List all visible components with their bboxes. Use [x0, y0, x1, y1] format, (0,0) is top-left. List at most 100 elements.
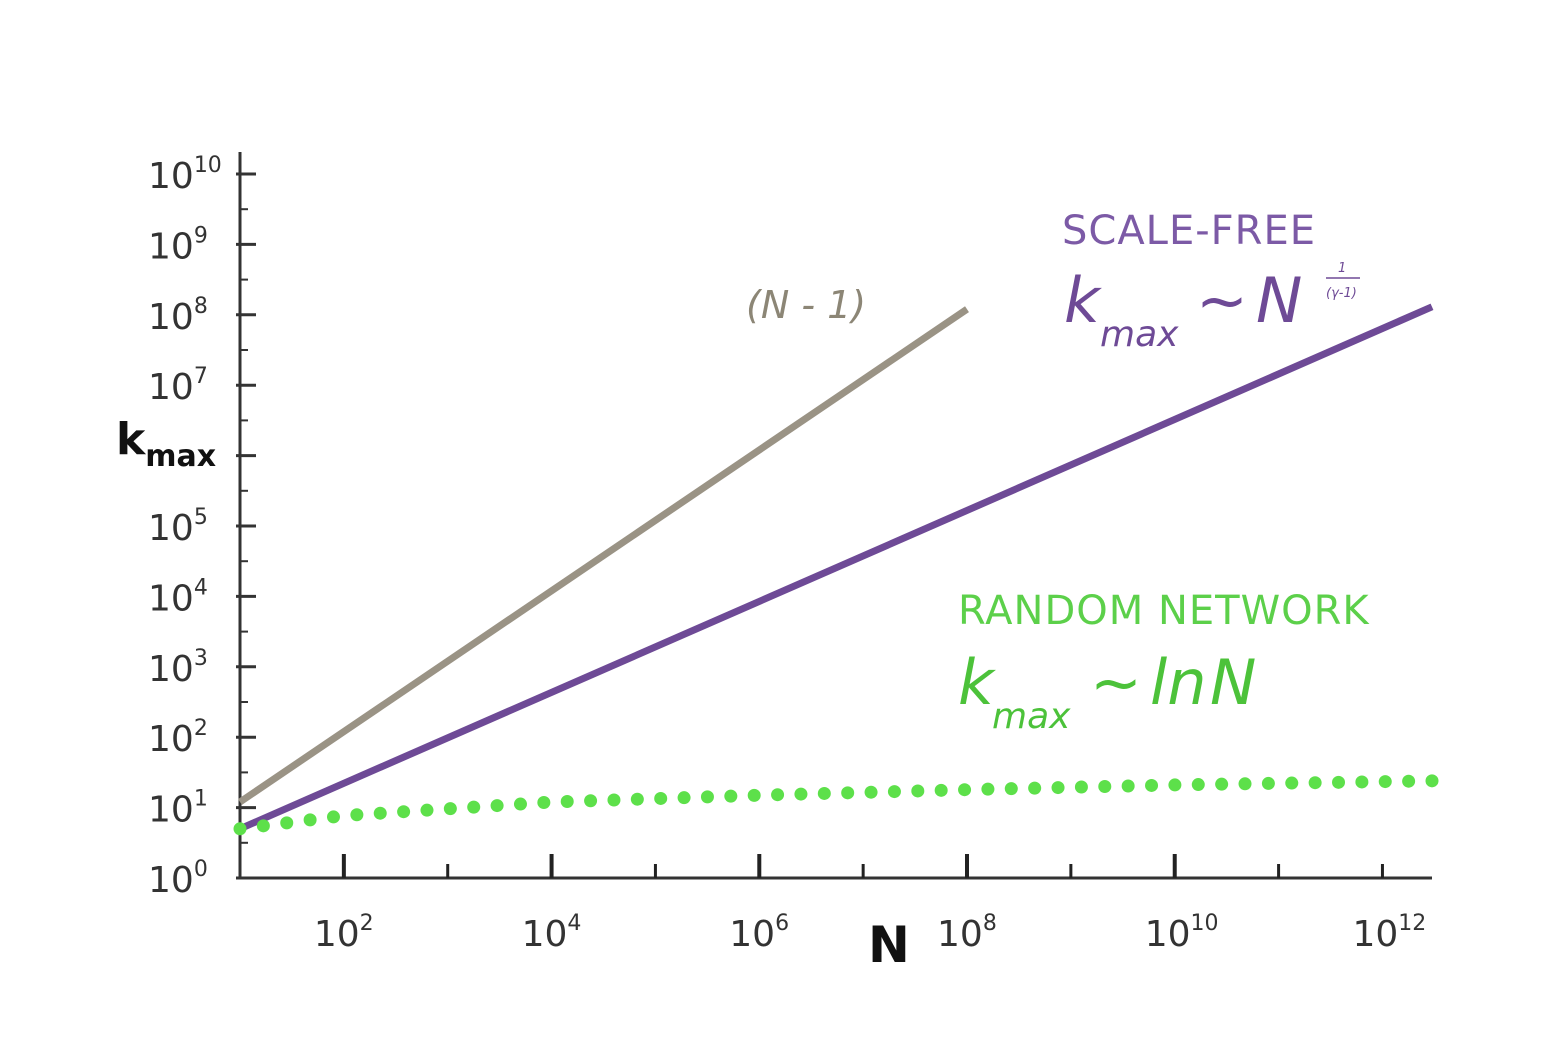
random-network-point — [934, 783, 948, 797]
y-tick-exp: 10 — [194, 153, 222, 178]
x-tick-exp: 8 — [983, 911, 997, 936]
x-tick-label: 1010 — [1145, 911, 1219, 955]
y-tick-exp: 1 — [194, 787, 208, 812]
random-network-formula: k max ~ ln N — [958, 646, 1256, 737]
x-tick-exp: 12 — [1398, 911, 1426, 936]
random-network-point — [1215, 777, 1229, 791]
y-tick-base: 10 — [148, 226, 194, 267]
scale-free-sub: max — [1100, 314, 1179, 355]
y-axis-title-k: k — [116, 414, 147, 465]
x-tick-label: 102 — [314, 911, 374, 955]
y-tick-base: 10 — [148, 719, 194, 760]
random-network-point — [747, 788, 761, 802]
random-network-point — [1355, 775, 1369, 789]
random-k: k — [958, 646, 996, 719]
random-network-point — [373, 806, 387, 820]
random-tilde: ~ — [1090, 646, 1142, 719]
y-tick-exp: 7 — [194, 364, 208, 389]
random-n: N — [1210, 646, 1256, 719]
random-network-point — [1402, 774, 1416, 788]
y-tick-label: 109 — [148, 223, 208, 267]
y-tick-label: 103 — [148, 646, 208, 690]
random-ln: ln — [1150, 646, 1207, 719]
y-tick-base: 10 — [148, 578, 194, 619]
random-network-point — [303, 813, 317, 827]
random-network-point — [350, 808, 364, 822]
random-network-point — [467, 800, 481, 814]
y-tick-label: 104 — [148, 575, 208, 619]
y-tick-base: 10 — [148, 860, 194, 901]
y-tick-base: 10 — [148, 508, 194, 549]
scale-free-tilde: ~ — [1196, 264, 1248, 337]
y-tick-base: 10 — [148, 156, 194, 197]
random-network-point — [981, 782, 995, 796]
random-network-point — [794, 787, 808, 801]
random-network-point — [1121, 779, 1135, 793]
x-tick-base: 10 — [522, 914, 568, 955]
x-tick-base: 10 — [729, 914, 775, 955]
y-tick-base: 10 — [148, 297, 194, 338]
random-network-point — [1051, 781, 1065, 795]
y-tick-label: 108 — [148, 294, 208, 338]
y-tick-label: 102 — [148, 716, 208, 760]
random-network-point — [1238, 777, 1252, 791]
y-tick-exp: 5 — [194, 505, 208, 530]
series-layer — [233, 303, 1439, 836]
random-network-point — [771, 788, 785, 802]
random-network-point — [1425, 774, 1439, 788]
random-network-point — [1098, 780, 1112, 794]
x-tick-exp: 2 — [360, 911, 374, 936]
y-tick-exp: 3 — [194, 646, 208, 671]
x-ticks: 102 104 106 108 1010 1012 — [314, 854, 1426, 955]
y-axis-title-sub: max — [145, 439, 216, 474]
random-network-point — [1004, 782, 1018, 796]
y-tick-label: 105 — [148, 505, 208, 549]
x-tick-label: 1012 — [1352, 911, 1426, 955]
random-network-point — [1308, 776, 1322, 790]
random-network-point — [537, 796, 551, 810]
random-network-point — [864, 785, 878, 799]
y-tick-base: 10 — [148, 367, 194, 408]
n-minus-1-label: (N - 1) — [746, 283, 866, 327]
axes — [238, 152, 1432, 880]
random-network-point — [560, 795, 574, 809]
random-network-point — [326, 810, 340, 824]
random-network-point — [1285, 776, 1299, 790]
random-network-point — [490, 799, 504, 813]
scale-free-k: k — [1064, 264, 1102, 337]
x-tick-base: 10 — [1352, 914, 1398, 955]
random-network-point — [420, 803, 434, 817]
scale-free-exp-den: (γ-1) — [1326, 286, 1357, 301]
y-tick-exp: 4 — [194, 575, 208, 600]
random-network-point — [607, 793, 621, 807]
x-tick-exp: 4 — [567, 911, 581, 936]
x-axis-title: N — [868, 916, 910, 974]
scale-free-n: N — [1256, 264, 1302, 337]
random-network-point — [700, 790, 714, 804]
y-tick-label: 1010 — [148, 153, 222, 197]
random-sub: max — [992, 696, 1071, 737]
random-network-point — [1074, 780, 1088, 794]
x-tick-exp: 6 — [775, 911, 789, 936]
x-tick-label: 106 — [729, 911, 789, 955]
y-tick-exp: 2 — [194, 716, 208, 741]
n-minus-1-line — [238, 306, 969, 805]
random-network-point — [677, 791, 691, 805]
y-tick-exp: 0 — [194, 857, 208, 882]
x-tick-exp: 10 — [1191, 911, 1219, 936]
y-tick-label: 101 — [148, 787, 208, 831]
random-network-point — [911, 784, 925, 798]
random-network-point — [817, 786, 831, 800]
random-network-point — [256, 819, 270, 833]
x-tick-label: 104 — [522, 911, 582, 955]
random-network-point — [630, 792, 644, 806]
y-tick-base: 10 — [148, 649, 194, 690]
random-network-point — [1168, 778, 1182, 792]
random-network-point — [1145, 778, 1159, 792]
y-tick-label: 107 — [148, 364, 208, 408]
x-tick-base: 10 — [314, 914, 360, 955]
random-network-point — [1191, 778, 1205, 792]
random-network-point — [654, 791, 668, 805]
scale-free-exp-num: 1 — [1338, 261, 1346, 276]
